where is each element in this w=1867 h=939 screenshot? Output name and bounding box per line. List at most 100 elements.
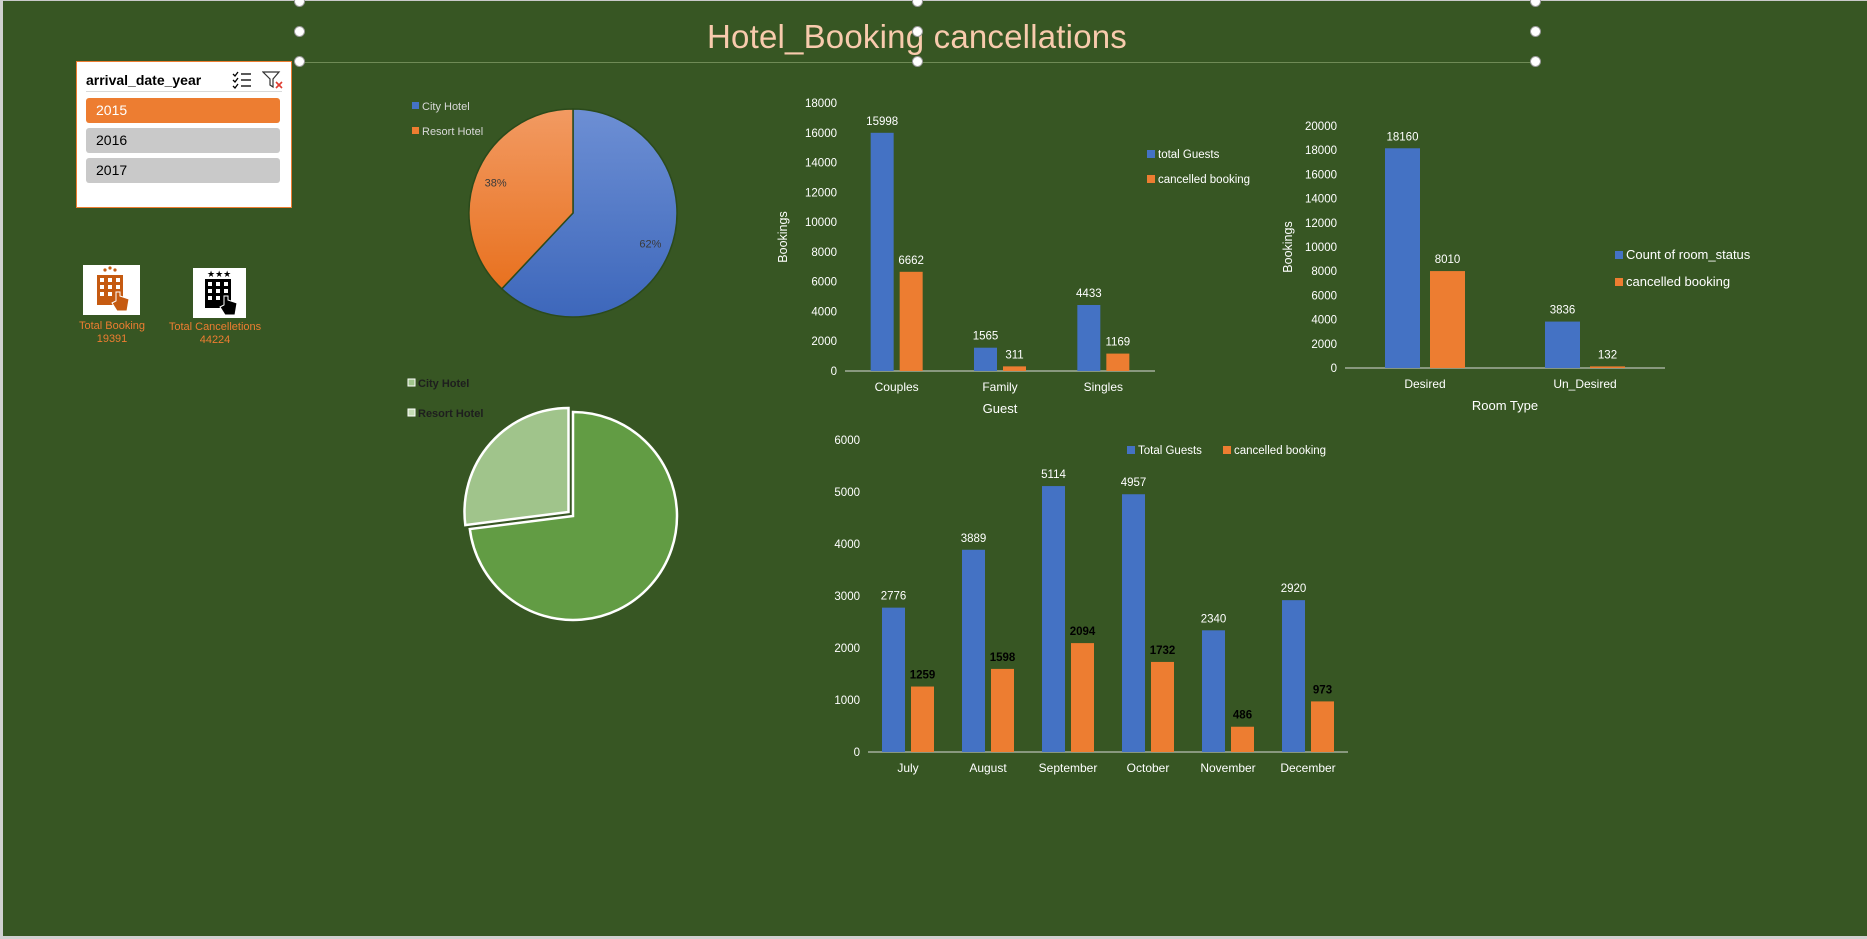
x-tick-label-august: August [969, 761, 1007, 775]
slicer-item-2015[interactable]: 2015 [86, 98, 280, 123]
legend-swatch-city-hotel [412, 102, 419, 109]
hotel-type-pie-chart[interactable]: City Hotel Resort Hotel 62% 38% [400, 95, 700, 325]
x-axis-title: Guest [983, 401, 1018, 416]
legend-label-cancelled-booking: cancelled booking [1626, 274, 1730, 289]
y-tick-label-18000: 18000 [805, 98, 837, 110]
x-tick-label-desired: Desired [1404, 377, 1445, 391]
legend-label-city-hotel: City Hotel [418, 378, 469, 390]
resize-handle-corner-top-right[interactable] [1530, 0, 1541, 7]
hotel-cancellation-icon[interactable]: ★★★ [193, 268, 246, 318]
legend-label-cancelled-booking: cancelled booking [1158, 174, 1250, 186]
total-booking-label: Total Booking [78, 320, 146, 332]
y-tick-label-2000: 2000 [834, 643, 860, 655]
x-tick-label-family: Family [982, 380, 1017, 394]
legend-label-total-guests: Total Guests [1138, 445, 1202, 457]
bar-total-guests-september [1042, 486, 1065, 752]
bar-cancelled-booking-family [1003, 366, 1026, 371]
data-label-total-guests-september: 5114 [1041, 469, 1066, 481]
room-type-bar-chart[interactable]: 0 2000 4000 6000 8000 10000 12000 14000 16000 180… [1275, 115, 1765, 420]
resize-handle-top-middle[interactable] [912, 26, 923, 37]
y-tick-label-1000: 1000 [834, 695, 860, 707]
data-label-cancelled-booking-september: 2094 [1070, 626, 1096, 638]
y-tick-label-0: 0 [1331, 363, 1337, 375]
multi-select-icon[interactable] [231, 70, 253, 90]
legend-swatch-cancelled-booking [1615, 278, 1623, 286]
pie-slice-city-hotel [500, 108, 678, 318]
resize-handle-corner-top-left[interactable] [294, 0, 305, 7]
legend-label-count-of-room-status: Count of room_status [1626, 247, 1751, 262]
bar-total-guests-july [882, 607, 905, 752]
monthly-bar-chart[interactable]: 0 1000 2000 3000 4000 5000 6000 July 2776 1259 Aug… [830, 430, 1510, 780]
data-label-total-guests-december: 2920 [1281, 583, 1307, 595]
y-tick-label-6000: 6000 [811, 277, 837, 289]
pie-slice-city-hotel [468, 410, 679, 622]
slicer-item-2017[interactable]: 2017 [86, 158, 280, 183]
total-cancellations-kpi: Total Cancelletions 44224 [163, 321, 267, 347]
y-tick-label-10000: 10000 [805, 217, 837, 229]
resize-handle-bottom-middle[interactable] [912, 56, 923, 67]
data-label-cancelled-booking-singles: 1169 [1105, 337, 1130, 349]
y-tick-label-8000: 8000 [811, 247, 837, 259]
data-label-total-guests-july: 2776 [881, 591, 907, 603]
y-tick-label-14000: 14000 [1305, 194, 1337, 206]
resize-handle-bottom-left[interactable] [294, 56, 305, 67]
bar-total-guests-august [962, 549, 985, 752]
y-tick-label-0: 0 [831, 366, 837, 378]
bar-cancelled-booking-august [991, 668, 1014, 752]
bar-count-of-room-status-un-desired [1545, 321, 1580, 368]
total-cancellations-label: Total Cancelletions [168, 321, 262, 333]
guest-type-bar-chart[interactable]: 0 2000 4000 6000 8000 10000 12000 14000 16000 180… [770, 90, 1270, 420]
legend-swatch-total-guests [1147, 150, 1155, 158]
x-axis-title: Room Type [1472, 398, 1538, 413]
y-tick-label-12000: 12000 [805, 187, 837, 199]
x-tick-label-couples: Couples [875, 380, 919, 394]
data-label-cancelled-booking-desired: 8010 [1435, 254, 1461, 266]
bar-cancelled-booking-un-desired [1590, 366, 1625, 368]
bar-total-guests-october [1122, 494, 1145, 752]
y-tick-label-4000: 4000 [834, 539, 860, 551]
x-tick-label-september: September [1039, 761, 1098, 775]
slicer-title: arrival_date_year [86, 72, 202, 88]
year-slicer[interactable]: arrival_date_year 2015 2016 2017 [76, 61, 292, 208]
y-tick-label-20000: 20000 [1305, 121, 1337, 133]
hotel-booking-icon[interactable] [83, 265, 140, 315]
data-label-cancelled-booking-un-desired: 132 [1598, 349, 1617, 361]
y-tick-label-0: 0 [854, 747, 860, 759]
pie-data-label-city-hotel: 62% [639, 239, 661, 251]
clear-filter-icon[interactable] [261, 70, 284, 90]
bar-count-of-room-status-desired [1385, 148, 1420, 368]
legend-swatch-resort-hotel [412, 127, 419, 134]
bar-total-guests-couples [870, 132, 894, 371]
bar-cancelled-booking-couples [899, 271, 923, 371]
pie-data-label-resort-hotel: 38% [485, 177, 507, 189]
resize-handle-top-right[interactable] [1530, 26, 1541, 37]
bar-total-guests-singles [1077, 304, 1101, 371]
data-label-total-guests-november: 2340 [1201, 613, 1227, 625]
resize-handle-bottom-right[interactable] [1530, 56, 1541, 67]
hotel-type-green-pie-chart[interactable]: City Hotel Resort Hotel [400, 375, 700, 635]
legend-swatch-cancelled-booking [1223, 446, 1231, 454]
legend-swatch-cancelled-booking [1147, 175, 1155, 183]
data-label-cancelled-booking-november: 486 [1233, 710, 1252, 722]
total-cancellations-value: 44224 [199, 334, 231, 346]
total-booking-kpi: Total Booking 19391 [72, 320, 152, 346]
resize-handle-top-left[interactable] [294, 26, 305, 37]
bar-total-guests-november [1202, 630, 1225, 752]
y-tick-label-2000: 2000 [811, 336, 837, 348]
slicer-item-2016[interactable]: 2016 [86, 128, 280, 153]
x-tick-label-november: November [1200, 761, 1255, 775]
bar-total-guests-december [1282, 600, 1305, 752]
data-label-total-guests-couples: 15998 [866, 116, 898, 128]
resize-handle-corner-top-mid[interactable] [912, 0, 923, 7]
y-tick-label-16000: 16000 [1305, 169, 1337, 181]
legend-swatch-count-of-room-status [1615, 251, 1623, 259]
bar-cancelled-booking-november [1231, 726, 1254, 752]
y-tick-label-6000: 6000 [1311, 290, 1337, 302]
data-label-total-guests-august: 3889 [961, 533, 987, 545]
sheet-left-edge [0, 0, 3, 939]
total-booking-value: 19391 [96, 333, 128, 345]
data-label-count-of-room-status-desired: 18160 [1387, 131, 1419, 143]
y-tick-label-6000: 6000 [834, 435, 860, 447]
slicer-header: arrival_date_year [86, 69, 284, 92]
legend-swatch-city-hotel [407, 378, 416, 387]
